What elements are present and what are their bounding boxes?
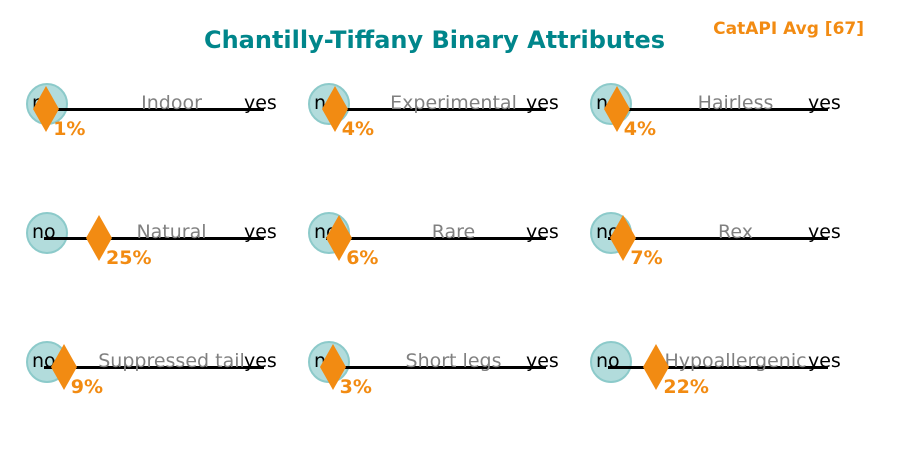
value-label: 6% (346, 247, 379, 269)
catapi-avg-label: CatAPI Avg [67] (713, 19, 864, 39)
attribute-label: Rex (718, 221, 753, 243)
value-label: 7% (630, 247, 663, 269)
chart-title: Chantilly-Tiffany Binary Attributes (203, 26, 666, 54)
no-end-circle (26, 212, 68, 254)
yes-label: yes (808, 221, 841, 243)
value-label: 4% (341, 118, 375, 140)
no-label: no (32, 221, 56, 243)
value-label: 3% (339, 376, 372, 398)
attribute-label: Experimental (390, 92, 517, 114)
yes-label: yes (808, 92, 841, 114)
attribute-label: Hypoallergenic (664, 350, 807, 372)
no-end-circle (590, 341, 632, 383)
diamond-marker (86, 215, 112, 261)
value-marker (643, 344, 670, 390)
value-marker (50, 344, 77, 390)
attribute-panel: Short legsnoyes3% (308, 341, 576, 430)
attribute-panel: Hypoallergenic no yes 22% (590, 341, 858, 430)
axis-line (326, 366, 546, 369)
diamond-marker (643, 344, 670, 390)
axis-line (608, 237, 828, 240)
attribute-label: Hairless (697, 92, 774, 114)
diamond-marker (319, 344, 346, 390)
diamond-marker (33, 86, 60, 132)
diamond-marker (321, 86, 348, 132)
value-marker (33, 86, 60, 132)
attribute-panel: Suppressed tail no yes 9% (26, 341, 294, 430)
axis-line (44, 237, 264, 240)
attribute-label: Natural (136, 221, 207, 243)
value-label: 1% (53, 118, 86, 140)
attribute-label: Short legs (405, 350, 502, 372)
axis-line (608, 108, 828, 111)
no-label: no (596, 350, 620, 372)
value-label: 4% (623, 118, 657, 140)
attribute-panel: Experimentalnoyes4% (308, 83, 576, 172)
diamond-marker (50, 344, 77, 390)
attribute-panel: Rex no yes 7% (590, 212, 858, 301)
value-marker (603, 86, 630, 132)
yes-label: yes (244, 221, 277, 243)
yes-label: yes (526, 221, 559, 243)
axis-line (326, 108, 546, 111)
diamond-marker (603, 86, 630, 132)
no-label: no (32, 350, 56, 372)
value-label: 25% (106, 247, 152, 269)
attribute-label: Suppressed tail (98, 350, 245, 372)
axis-line (326, 237, 546, 240)
value-marker (610, 215, 637, 261)
value-marker (86, 215, 112, 261)
value-label: 22% (663, 376, 709, 398)
diamond-marker (610, 215, 637, 261)
axis-line (44, 108, 264, 111)
value-marker (321, 86, 348, 132)
attribute-panel: Hairlessnoyes4% (590, 83, 858, 172)
yes-label: yes (244, 92, 277, 114)
attribute-panel: Natural no yes 25% (26, 212, 294, 301)
axis-line (608, 366, 828, 369)
value-label: 9% (70, 376, 104, 398)
axis-line (44, 366, 264, 369)
value-marker (326, 215, 353, 261)
yes-label: yes (526, 92, 559, 114)
attribute-panel: Indoornoyes1% (26, 83, 294, 172)
value-marker (319, 344, 346, 390)
attribute-label: Indoor (141, 92, 202, 114)
attribute-label: Rare (431, 221, 476, 243)
diamond-marker (326, 215, 353, 261)
attribute-panel: Rare no yes 6% (308, 212, 576, 301)
yes-label: yes (808, 350, 841, 372)
yes-label: yes (244, 350, 277, 372)
yes-label: yes (526, 350, 559, 372)
